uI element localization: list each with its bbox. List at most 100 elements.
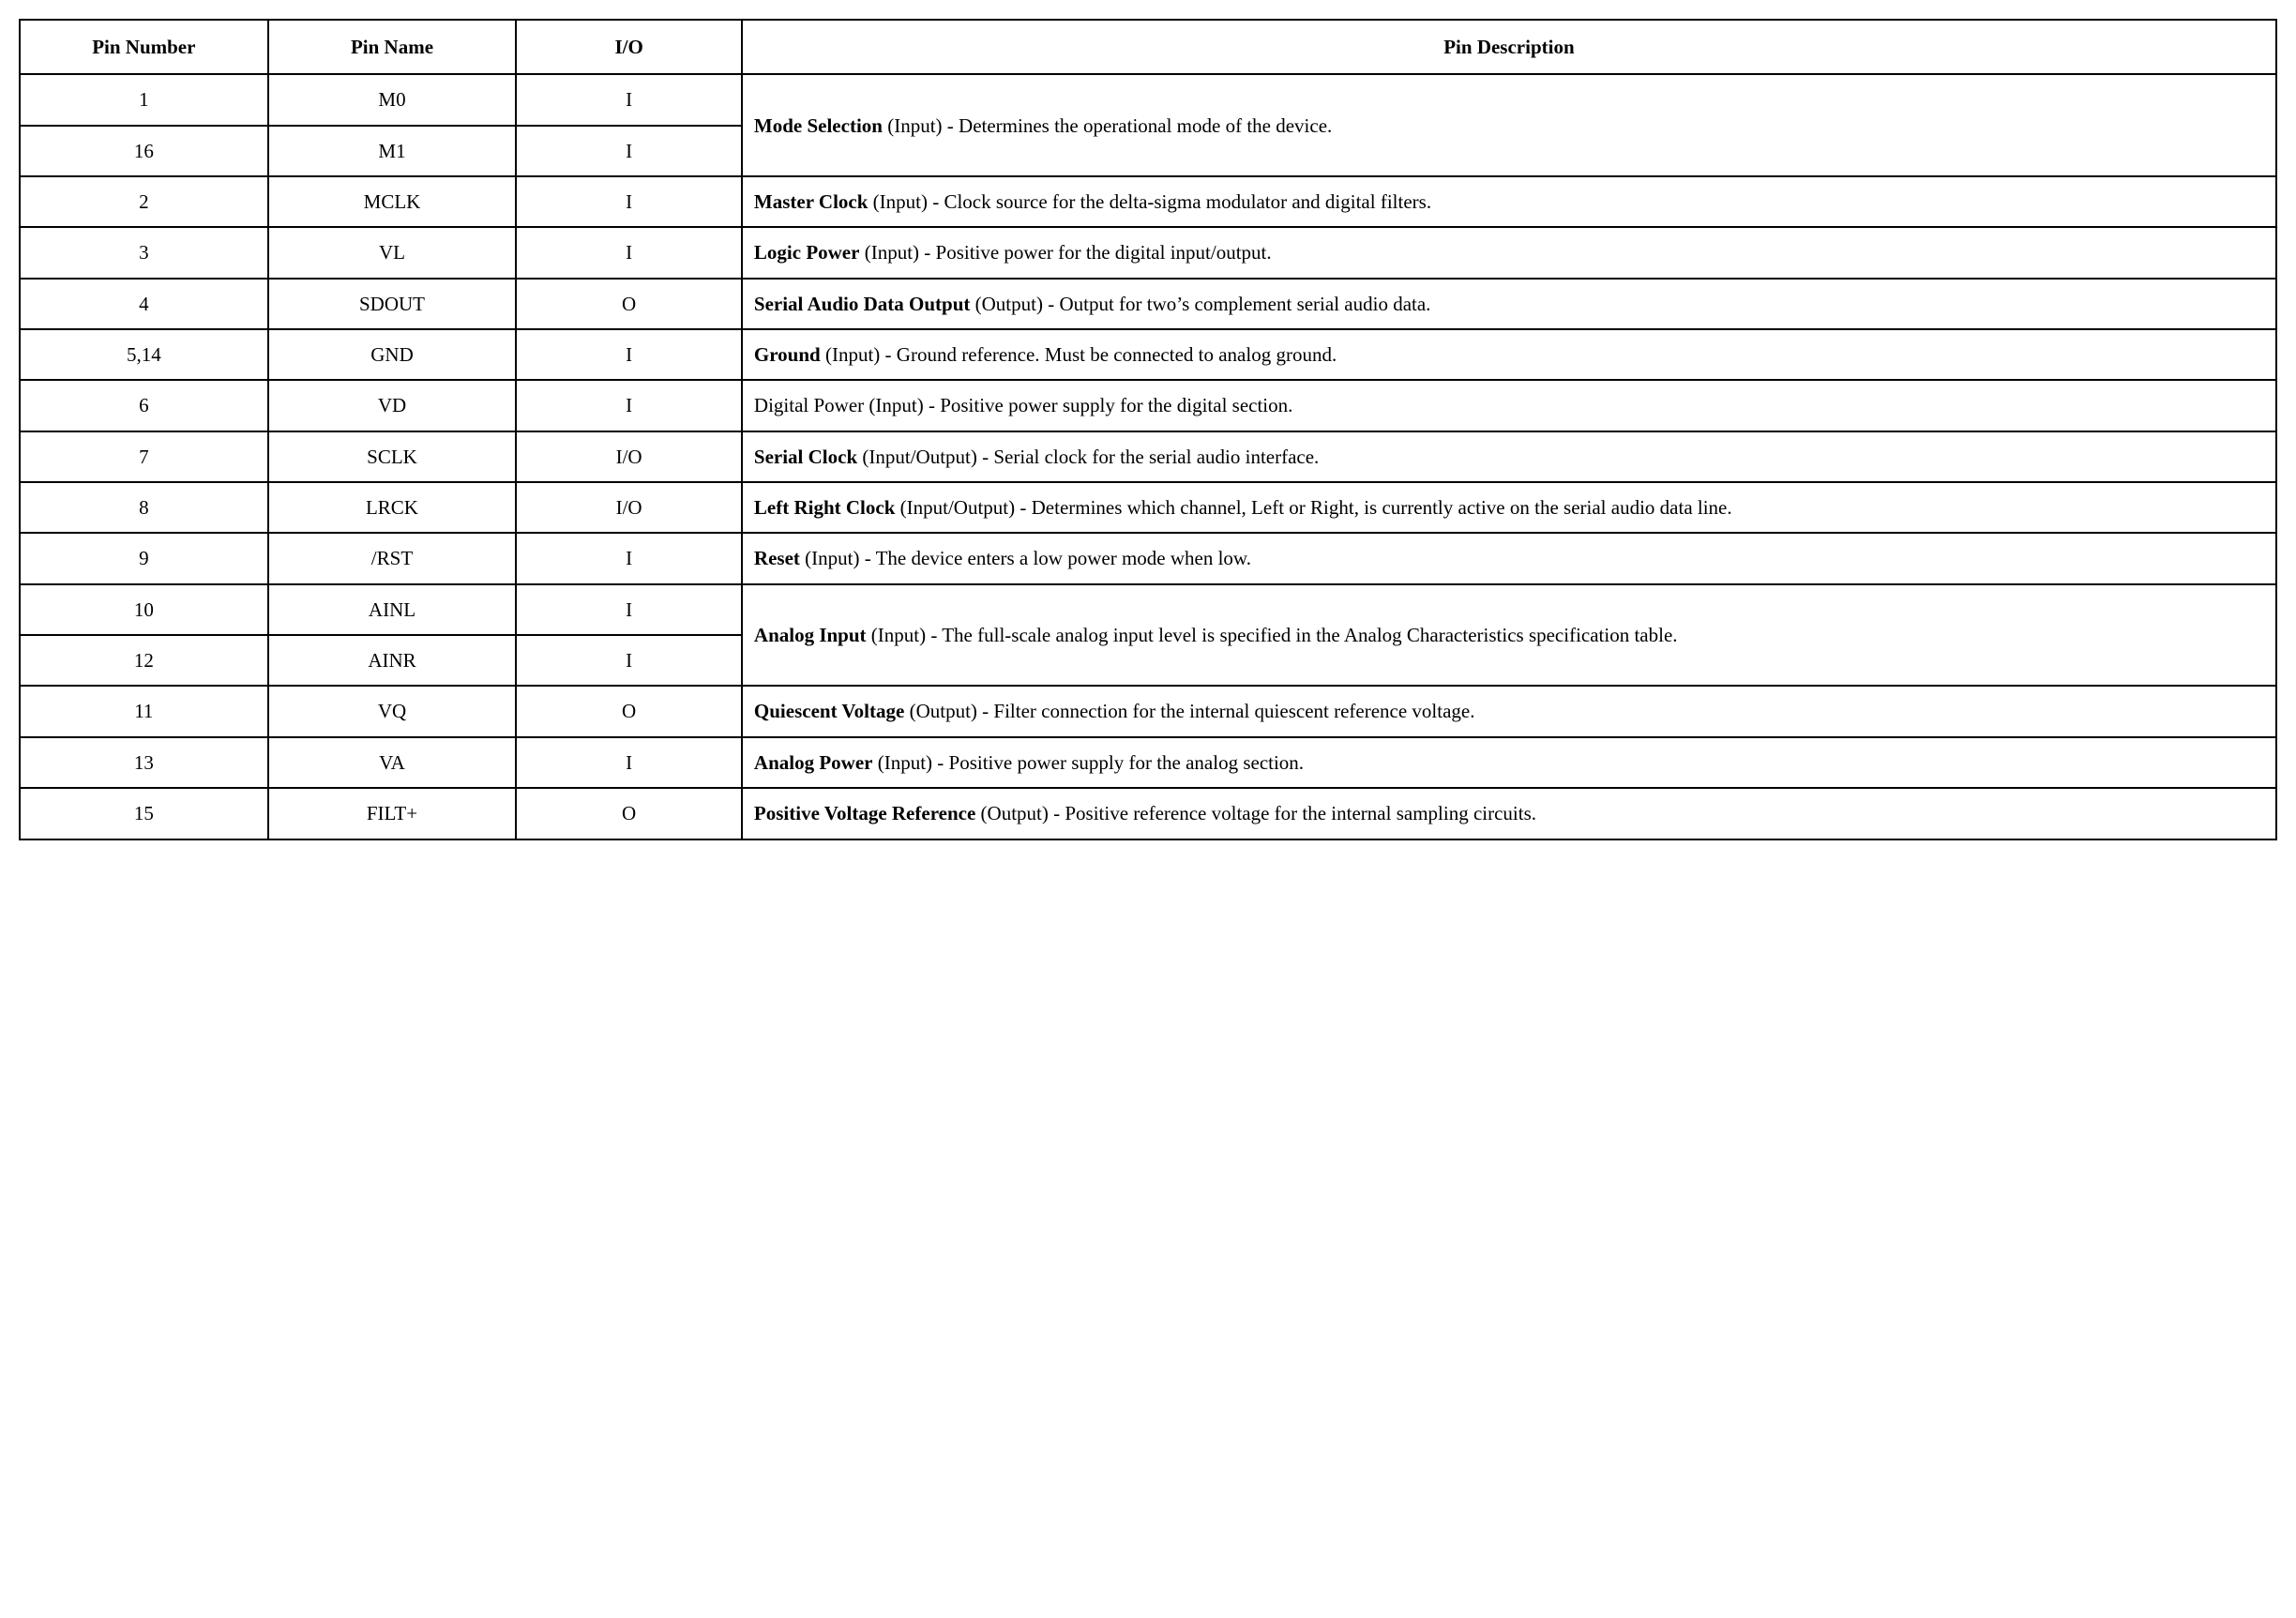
cell-description: Reset (Input) - The device enters a low …: [742, 533, 2276, 583]
table-row: 11VQO Quiescent Voltage (Output) - Filter…: [20, 686, 2276, 736]
cell-description: Analog Power (Input) - Positive power su…: [742, 737, 2276, 788]
cell-io: I: [516, 227, 742, 278]
cell-pin-name: LRCK: [268, 482, 517, 533]
description-text: (Output) - Filter connection for the int…: [904, 700, 1474, 722]
cell-pin-name: VQ: [268, 686, 517, 736]
table-header-row: Pin Number Pin Name I/O Pin Description: [20, 20, 2276, 74]
description-title: Serial Clock: [754, 446, 857, 468]
table-row: 13VAIAnalog Power (Input) - Positive pow…: [20, 737, 2276, 788]
cell-io: I: [516, 329, 742, 380]
cell-io: I: [516, 584, 742, 635]
header-pin-name: Pin Name: [268, 20, 517, 74]
cell-pin-number: 3: [20, 227, 268, 278]
cell-pin-number: 6: [20, 380, 268, 431]
cell-io: O: [516, 279, 742, 329]
description-text: (Input) - The device enters a low power …: [800, 547, 1251, 569]
cell-io: I: [516, 74, 742, 125]
description-text: (Input) - Ground reference. Must be conn…: [821, 343, 1337, 366]
cell-io: I: [516, 533, 742, 583]
cell-pin-name: GND: [268, 329, 517, 380]
description-text: (Input) - Clock source for the delta-sig…: [868, 190, 1431, 213]
cell-pin-number: 2: [20, 176, 268, 227]
cell-pin-number: 11: [20, 686, 268, 736]
table-row: 15FILT+OPositive Voltage Reference (Outp…: [20, 788, 2276, 839]
cell-pin-number: 8: [20, 482, 268, 533]
table-body: 1M0IMode Selection (Input) - Determines …: [20, 74, 2276, 839]
cell-description: Master Clock (Input) - Clock source for …: [742, 176, 2276, 227]
cell-pin-number: 5,14: [20, 329, 268, 380]
cell-io: O: [516, 686, 742, 736]
description-title: Left Right Clock: [754, 496, 896, 519]
cell-pin-number: 10: [20, 584, 268, 635]
table-row: 4SDOUTOSerial Audio Data Output (Output)…: [20, 279, 2276, 329]
cell-description: Positive Voltage Reference (Output) - Po…: [742, 788, 2276, 839]
cell-description: Serial Audio Data Output (Output) - Outp…: [742, 279, 2276, 329]
header-description: Pin Description: [742, 20, 2276, 74]
cell-io: I/O: [516, 482, 742, 533]
description-title: Master Clock: [754, 190, 869, 213]
description-text: (Input/Output) - Serial clock for the se…: [857, 446, 1319, 468]
cell-pin-number: 12: [20, 635, 268, 686]
cell-pin-name: FILT+: [268, 788, 517, 839]
description-text: (Output) - Output for two’s complement s…: [970, 293, 1430, 315]
description-text: (Input) - The full-scale analog input le…: [867, 624, 1678, 646]
cell-description: Serial Clock (Input/Output) - Serial clo…: [742, 431, 2276, 482]
table-row: 6VDI Digital Power (Input) - Positive pow…: [20, 380, 2276, 431]
pin-description-table: Pin Number Pin Name I/O Pin Description …: [19, 19, 2277, 840]
cell-pin-name: /RST: [268, 533, 517, 583]
cell-io: O: [516, 788, 742, 839]
cell-pin-name: VL: [268, 227, 517, 278]
cell-description: Analog Input (Input) - The full-scale an…: [742, 584, 2276, 687]
cell-description: Digital Power (Input) - Positive power s…: [742, 380, 2276, 431]
cell-pin-name: M0: [268, 74, 517, 125]
cell-pin-number: 16: [20, 126, 268, 176]
description-text: (Input/Output) - Determines which channe…: [895, 496, 1731, 519]
header-pin-number: Pin Number: [20, 20, 268, 74]
table-row: 1M0IMode Selection (Input) - Determines …: [20, 74, 2276, 125]
description-text: (Input) - Positive power for the digital…: [859, 241, 1271, 264]
cell-description: Left Right Clock (Input/Output) - Determ…: [742, 482, 2276, 533]
description-title: Mode Selection: [754, 114, 883, 137]
description-text: Digital Power (Input) - Positive power s…: [754, 394, 1293, 416]
cell-pin-name: VA: [268, 737, 517, 788]
header-io: I/O: [516, 20, 742, 74]
cell-pin-name: AINL: [268, 584, 517, 635]
cell-description: Mode Selection (Input) - Determines the …: [742, 74, 2276, 176]
description-title: Reset: [754, 547, 800, 569]
cell-description: Ground (Input) - Ground reference. Must …: [742, 329, 2276, 380]
cell-pin-name: M1: [268, 126, 517, 176]
table-row: 7SCLKI/OSerial Clock (Input/Output) - Se…: [20, 431, 2276, 482]
description-title: Serial Audio Data Output: [754, 293, 970, 315]
cell-io: I: [516, 737, 742, 788]
table-row: 10AINLIAnalog Input (Input) - The full-s…: [20, 584, 2276, 635]
table-row: 3VLILogic Power (Input) - Positive power…: [20, 227, 2276, 278]
cell-pin-number: 15: [20, 788, 268, 839]
cell-pin-number: 7: [20, 431, 268, 482]
table-row: 5,14GNDIGround (Input) - Ground referenc…: [20, 329, 2276, 380]
cell-pin-number: 13: [20, 737, 268, 788]
cell-pin-number: 1: [20, 74, 268, 125]
cell-io: I: [516, 176, 742, 227]
cell-io: I: [516, 380, 742, 431]
cell-pin-name: VD: [268, 380, 517, 431]
cell-io: I/O: [516, 431, 742, 482]
cell-description: Logic Power (Input) - Positive power for…: [742, 227, 2276, 278]
description-text: (Output) - Positive reference voltage fo…: [975, 802, 1536, 824]
description-title: Positive Voltage Reference: [754, 802, 975, 824]
description-text: (Input) - Positive power supply for the …: [872, 751, 1304, 774]
description-title: Logic Power: [754, 241, 860, 264]
description-title: Ground: [754, 343, 821, 366]
description-title: Analog Input: [754, 624, 867, 646]
description-title: Quiescent Voltage: [754, 700, 904, 722]
cell-pin-number: 4: [20, 279, 268, 329]
description-title: Analog Power: [754, 751, 873, 774]
cell-pin-name: AINR: [268, 635, 517, 686]
table-row: 9/RSTIReset (Input) - The device enters …: [20, 533, 2276, 583]
description-text: (Input) - Determines the operational mod…: [883, 114, 1332, 137]
cell-pin-name: SDOUT: [268, 279, 517, 329]
table-row: 8LRCKI/OLeft Right Clock (Input/Output) …: [20, 482, 2276, 533]
table-row: 2MCLKIMaster Clock (Input) - Clock sourc…: [20, 176, 2276, 227]
cell-io: I: [516, 635, 742, 686]
cell-pin-number: 9: [20, 533, 268, 583]
cell-pin-name: SCLK: [268, 431, 517, 482]
